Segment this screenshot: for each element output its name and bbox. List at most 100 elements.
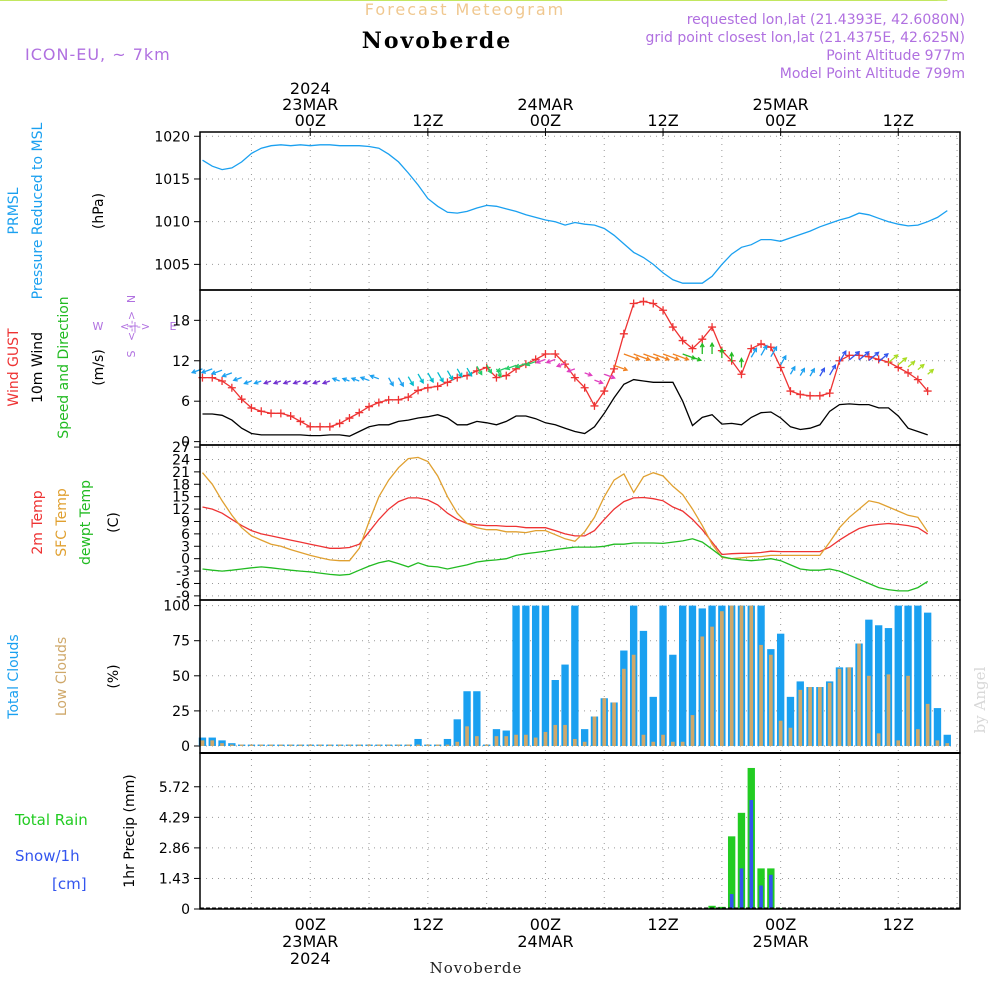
tick-label-precip: 0 bbox=[181, 902, 190, 918]
low-clouds-bar bbox=[269, 744, 273, 746]
wind-arrow-head bbox=[514, 363, 520, 369]
tick-label-temperature: 21 bbox=[172, 465, 190, 481]
low-clouds-bar bbox=[759, 644, 763, 746]
low-clouds-bar bbox=[847, 667, 852, 746]
low-clouds-bar bbox=[347, 744, 352, 746]
tick-label-temperature: -9 bbox=[176, 589, 190, 605]
low-clouds-bar bbox=[445, 744, 450, 746]
ylabel-temperature: (C) bbox=[106, 512, 122, 533]
tick-label-temperature: -3 bbox=[176, 564, 190, 580]
tick-label-pressure: 1020 bbox=[154, 129, 190, 145]
rain-bar bbox=[737, 812, 746, 909]
panels: 1005 1010 1015 1020 PRMSL Pressure Reduced to… bbox=[0, 0, 961, 918]
wind-arrow-head bbox=[369, 374, 375, 380]
wind-arrow-head bbox=[545, 359, 551, 364]
bottom-time-label: 23MAR bbox=[282, 932, 338, 951]
wind-arrow-head bbox=[842, 350, 847, 356]
bottom-time-label: 00Z bbox=[765, 915, 796, 934]
low-clouds-bar bbox=[661, 734, 665, 746]
gust-marker bbox=[345, 414, 354, 423]
gust-marker bbox=[247, 403, 256, 412]
low-clouds-bar bbox=[318, 744, 322, 746]
total-clouds-bar bbox=[923, 612, 932, 746]
wind-arrow-head bbox=[535, 359, 541, 364]
wind-arrow-head bbox=[622, 366, 629, 372]
low-clouds-bar bbox=[524, 734, 528, 746]
rain-bar bbox=[727, 836, 736, 909]
gust-marker bbox=[453, 373, 462, 382]
tick-label-clouds: 75 bbox=[172, 634, 190, 650]
low-clouds-bar bbox=[435, 744, 440, 746]
gust-marker bbox=[766, 343, 775, 352]
low-clouds-bar bbox=[337, 744, 342, 746]
low-clouds-bar bbox=[622, 668, 626, 746]
total-clouds-bar bbox=[776, 633, 785, 746]
gust-marker bbox=[649, 299, 658, 308]
gust-marker bbox=[463, 371, 472, 380]
gridpoint-coords: grid point closest lon,lat (21.4375E, 42… bbox=[645, 30, 965, 46]
gust-marker bbox=[619, 329, 628, 338]
wind-arrow-head bbox=[729, 351, 735, 357]
wind-arrow bbox=[770, 346, 778, 358]
snow-bar bbox=[729, 894, 734, 909]
gust-marker bbox=[659, 306, 668, 315]
top-time-label: 23MAR bbox=[282, 95, 338, 114]
gust-marker bbox=[414, 386, 423, 395]
gust-marker bbox=[316, 422, 325, 431]
gust-marker bbox=[864, 352, 873, 361]
wind-arrow-head bbox=[820, 367, 826, 373]
wind-arrow-head bbox=[477, 370, 483, 376]
gust-marker bbox=[796, 390, 805, 399]
wind-arrow bbox=[799, 368, 805, 376]
wind-arrow bbox=[211, 369, 223, 375]
tick-label-wind: 12 bbox=[172, 354, 190, 370]
tick-label-clouds: 0 bbox=[181, 739, 190, 755]
gust-marker bbox=[423, 383, 432, 392]
wind-arrow-head bbox=[341, 377, 347, 383]
wind-arrow-head bbox=[439, 377, 444, 383]
wind-arrow-head bbox=[772, 345, 778, 351]
wind-arrow bbox=[505, 364, 517, 370]
wind-arrow-head bbox=[699, 342, 705, 348]
tick-label-clouds: 50 bbox=[172, 669, 190, 685]
pressure-line bbox=[202, 144, 948, 284]
wind-arrow-head bbox=[598, 379, 604, 385]
gust-marker bbox=[237, 395, 246, 404]
wind-arrow bbox=[370, 375, 380, 380]
low-clouds-bar bbox=[827, 682, 832, 746]
wind-arrow-head bbox=[389, 381, 394, 387]
bottom-time-label: 12Z bbox=[647, 915, 678, 934]
gust-marker bbox=[443, 378, 452, 387]
top-time-label: 25MAR bbox=[753, 95, 809, 114]
2m-temp-line bbox=[202, 496, 929, 556]
wind-arrow bbox=[750, 347, 757, 358]
tick-label-wind: 0 bbox=[181, 435, 190, 451]
dewpt-temp-line bbox=[202, 538, 929, 592]
wind-arrow bbox=[838, 350, 847, 363]
ylabel-precip: 1hr Precip (mm) bbox=[122, 774, 138, 887]
wind-arrow bbox=[495, 368, 502, 377]
wind-arrow bbox=[907, 361, 915, 368]
gust-marker bbox=[590, 401, 599, 410]
ylabel-clouds: Total Clouds bbox=[6, 634, 22, 719]
total-clouds-bar bbox=[531, 605, 540, 746]
10m-wind-line bbox=[202, 378, 928, 437]
low-clouds-bar bbox=[494, 736, 499, 746]
gust-marker bbox=[541, 350, 550, 359]
wind-arrow-head bbox=[831, 364, 837, 370]
wind-arrow-head bbox=[331, 377, 337, 382]
wind-arrow-head bbox=[719, 347, 725, 353]
low-clouds-bar bbox=[377, 744, 381, 746]
total-clouds-bar bbox=[933, 708, 942, 746]
gust-marker bbox=[374, 398, 383, 407]
wind-arrow-head bbox=[190, 369, 197, 374]
snow-bar bbox=[739, 868, 744, 909]
low-clouds-bar bbox=[563, 724, 567, 746]
wind-arrow bbox=[829, 364, 836, 376]
low-clouds-bar bbox=[426, 744, 430, 746]
gust-marker bbox=[776, 363, 785, 372]
low-clouds-bar bbox=[925, 703, 930, 746]
wind-arrow-head bbox=[504, 365, 511, 371]
wind-arrow-head bbox=[232, 376, 238, 382]
tick-label-pressure: 1010 bbox=[154, 215, 190, 231]
